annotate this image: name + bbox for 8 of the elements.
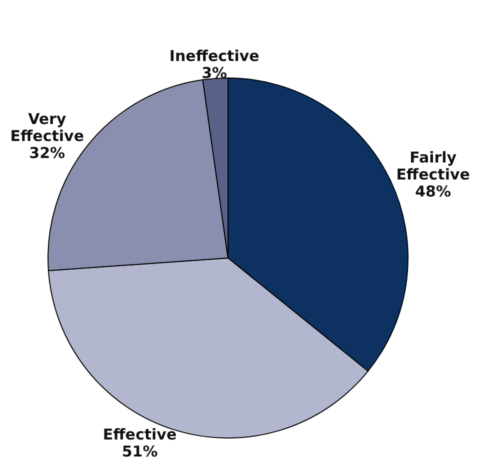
slice-label: Ineffective <box>169 46 260 65</box>
data-label: 48% <box>415 182 452 200</box>
slice-label: Effective <box>102 426 177 444</box>
data-label: 3% <box>202 64 228 82</box>
data-label: 32% <box>29 144 66 162</box>
slice-label: Very Effective <box>10 110 84 146</box>
data-label: 51% <box>122 442 158 461</box>
slice-label: Fairly Effective <box>396 148 470 184</box>
